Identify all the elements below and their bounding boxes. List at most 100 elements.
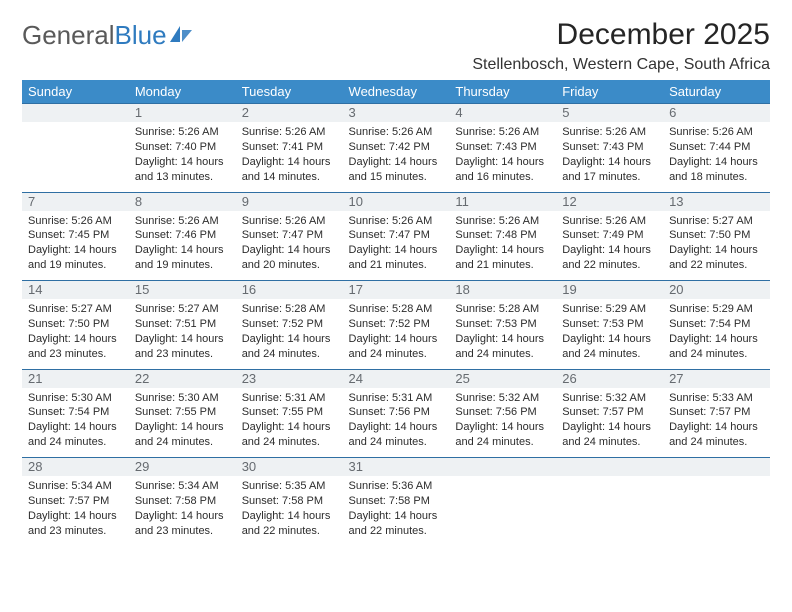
sunset-line: Sunset: 7:43 PM xyxy=(562,140,657,155)
day-content-cell: Sunrise: 5:34 AMSunset: 7:58 PMDaylight:… xyxy=(129,476,236,546)
sunrise-line: Sunrise: 5:31 AM xyxy=(349,391,444,406)
daylight-line: Daylight: 14 hours and 21 minutes. xyxy=(349,243,444,273)
day-content-cell: Sunrise: 5:31 AMSunset: 7:55 PMDaylight:… xyxy=(236,388,343,458)
day-number-cell: 10 xyxy=(343,192,450,211)
day-number-cell: 17 xyxy=(343,281,450,300)
sunrise-line: Sunrise: 5:27 AM xyxy=(669,214,764,229)
sunset-line: Sunset: 7:42 PM xyxy=(349,140,444,155)
daylight-line: Daylight: 14 hours and 22 minutes. xyxy=(669,243,764,273)
day-content-cell: Sunrise: 5:29 AMSunset: 7:54 PMDaylight:… xyxy=(663,299,770,369)
sunrise-line: Sunrise: 5:26 AM xyxy=(135,214,230,229)
day-header: Monday xyxy=(129,80,236,104)
sunrise-line: Sunrise: 5:26 AM xyxy=(349,125,444,140)
sunset-line: Sunset: 7:57 PM xyxy=(28,494,123,509)
sunrise-line: Sunrise: 5:36 AM xyxy=(349,479,444,494)
sunrise-line: Sunrise: 5:32 AM xyxy=(562,391,657,406)
day-content-cell: Sunrise: 5:35 AMSunset: 7:58 PMDaylight:… xyxy=(236,476,343,546)
daylight-line: Daylight: 14 hours and 20 minutes. xyxy=(242,243,337,273)
sunrise-line: Sunrise: 5:27 AM xyxy=(135,302,230,317)
sunrise-line: Sunrise: 5:30 AM xyxy=(28,391,123,406)
day-number-cell: 30 xyxy=(236,458,343,477)
sunset-line: Sunset: 7:49 PM xyxy=(562,228,657,243)
sunset-line: Sunset: 7:50 PM xyxy=(28,317,123,332)
sunrise-line: Sunrise: 5:28 AM xyxy=(455,302,550,317)
day-content-cell: Sunrise: 5:26 AMSunset: 7:42 PMDaylight:… xyxy=(343,122,450,192)
sunset-line: Sunset: 7:47 PM xyxy=(349,228,444,243)
sunrise-line: Sunrise: 5:26 AM xyxy=(562,125,657,140)
day-content-cell: Sunrise: 5:32 AMSunset: 7:57 PMDaylight:… xyxy=(556,388,663,458)
day-number-cell xyxy=(663,458,770,477)
sunset-line: Sunset: 7:51 PM xyxy=(135,317,230,332)
sunset-line: Sunset: 7:52 PM xyxy=(349,317,444,332)
sunrise-line: Sunrise: 5:26 AM xyxy=(349,214,444,229)
day-number-cell: 22 xyxy=(129,369,236,388)
sunrise-line: Sunrise: 5:32 AM xyxy=(455,391,550,406)
sunrise-line: Sunrise: 5:35 AM xyxy=(242,479,337,494)
day-content-row: Sunrise: 5:26 AMSunset: 7:40 PMDaylight:… xyxy=(22,122,770,192)
daylight-line: Daylight: 14 hours and 24 minutes. xyxy=(669,332,764,362)
day-content-row: Sunrise: 5:27 AMSunset: 7:50 PMDaylight:… xyxy=(22,299,770,369)
sunset-line: Sunset: 7:40 PM xyxy=(135,140,230,155)
day-number-cell: 28 xyxy=(22,458,129,477)
day-content-cell: Sunrise: 5:36 AMSunset: 7:58 PMDaylight:… xyxy=(343,476,450,546)
day-number-cell: 26 xyxy=(556,369,663,388)
logo: GeneralBlue xyxy=(22,20,192,51)
day-header: Saturday xyxy=(663,80,770,104)
sunrise-line: Sunrise: 5:34 AM xyxy=(28,479,123,494)
day-number-cell: 13 xyxy=(663,192,770,211)
day-number-cell: 9 xyxy=(236,192,343,211)
day-number-row: 28293031 xyxy=(22,458,770,477)
calendar-page: GeneralBlue December 2025 Stellenbosch, … xyxy=(0,0,792,612)
day-content-cell: Sunrise: 5:26 AMSunset: 7:43 PMDaylight:… xyxy=(449,122,556,192)
day-content-cell: Sunrise: 5:26 AMSunset: 7:44 PMDaylight:… xyxy=(663,122,770,192)
day-number-cell: 14 xyxy=(22,281,129,300)
day-content-cell xyxy=(556,476,663,546)
logo-prefix: General xyxy=(22,20,115,51)
sunset-line: Sunset: 7:58 PM xyxy=(242,494,337,509)
day-content-cell xyxy=(449,476,556,546)
day-content-cell: Sunrise: 5:26 AMSunset: 7:46 PMDaylight:… xyxy=(129,211,236,281)
calendar-table: SundayMondayTuesdayWednesdayThursdayFrid… xyxy=(22,80,770,546)
day-content-cell: Sunrise: 5:29 AMSunset: 7:53 PMDaylight:… xyxy=(556,299,663,369)
sunset-line: Sunset: 7:58 PM xyxy=(349,494,444,509)
sunrise-line: Sunrise: 5:26 AM xyxy=(242,125,337,140)
day-number-cell: 29 xyxy=(129,458,236,477)
daylight-line: Daylight: 14 hours and 16 minutes. xyxy=(455,155,550,185)
sunset-line: Sunset: 7:56 PM xyxy=(349,405,444,420)
sunrise-line: Sunrise: 5:26 AM xyxy=(669,125,764,140)
day-content-row: Sunrise: 5:30 AMSunset: 7:54 PMDaylight:… xyxy=(22,388,770,458)
daylight-line: Daylight: 14 hours and 21 minutes. xyxy=(455,243,550,273)
day-number-row: 78910111213 xyxy=(22,192,770,211)
daylight-line: Daylight: 14 hours and 23 minutes. xyxy=(28,332,123,362)
day-content-cell: Sunrise: 5:26 AMSunset: 7:41 PMDaylight:… xyxy=(236,122,343,192)
day-number-cell: 5 xyxy=(556,104,663,123)
day-number-cell: 15 xyxy=(129,281,236,300)
daylight-line: Daylight: 14 hours and 19 minutes. xyxy=(28,243,123,273)
day-content-cell: Sunrise: 5:28 AMSunset: 7:52 PMDaylight:… xyxy=(343,299,450,369)
day-number-row: 21222324252627 xyxy=(22,369,770,388)
day-content-cell xyxy=(22,122,129,192)
day-number-cell: 19 xyxy=(556,281,663,300)
daylight-line: Daylight: 14 hours and 23 minutes. xyxy=(135,509,230,539)
sunset-line: Sunset: 7:47 PM xyxy=(242,228,337,243)
day-number-row: 14151617181920 xyxy=(22,281,770,300)
sunset-line: Sunset: 7:53 PM xyxy=(562,317,657,332)
day-content-cell: Sunrise: 5:26 AMSunset: 7:48 PMDaylight:… xyxy=(449,211,556,281)
day-number-cell: 2 xyxy=(236,104,343,123)
daylight-line: Daylight: 14 hours and 13 minutes. xyxy=(135,155,230,185)
day-header: Tuesday xyxy=(236,80,343,104)
day-content-cell: Sunrise: 5:34 AMSunset: 7:57 PMDaylight:… xyxy=(22,476,129,546)
logo-suffix: Blue xyxy=(115,20,167,51)
daylight-line: Daylight: 14 hours and 24 minutes. xyxy=(562,420,657,450)
day-header-row: SundayMondayTuesdayWednesdayThursdayFrid… xyxy=(22,80,770,104)
daylight-line: Daylight: 14 hours and 24 minutes. xyxy=(455,420,550,450)
sunset-line: Sunset: 7:45 PM xyxy=(28,228,123,243)
daylight-line: Daylight: 14 hours and 18 minutes. xyxy=(669,155,764,185)
sunrise-line: Sunrise: 5:34 AM xyxy=(135,479,230,494)
sunset-line: Sunset: 7:41 PM xyxy=(242,140,337,155)
daylight-line: Daylight: 14 hours and 22 minutes. xyxy=(242,509,337,539)
sunset-line: Sunset: 7:56 PM xyxy=(455,405,550,420)
day-header: Friday xyxy=(556,80,663,104)
daylight-line: Daylight: 14 hours and 24 minutes. xyxy=(349,332,444,362)
sunset-line: Sunset: 7:55 PM xyxy=(242,405,337,420)
